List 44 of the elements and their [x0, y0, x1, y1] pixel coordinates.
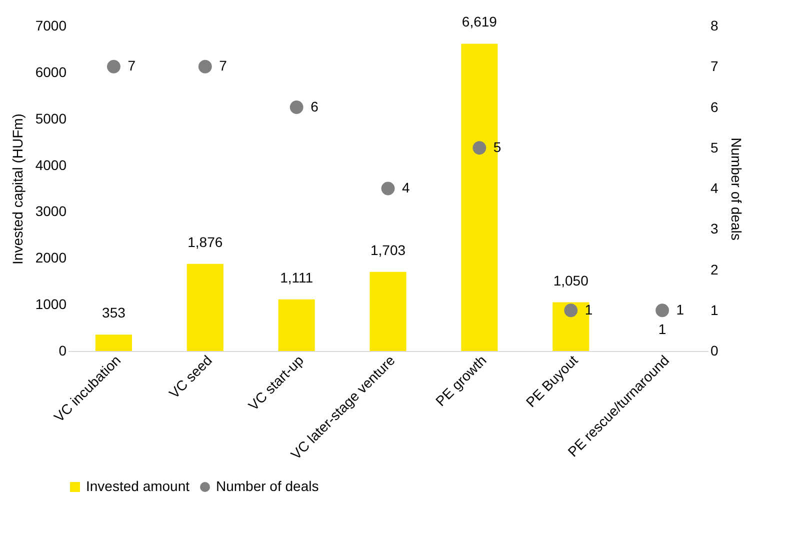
y-tick-label: 3000 [35, 203, 67, 220]
data-label: 1,703 [370, 242, 406, 258]
y2-tick-label: 5 [710, 139, 718, 156]
bar [370, 272, 406, 351]
y2-tick-label: 0 [710, 342, 718, 358]
point [381, 182, 395, 196]
y-tick-label: 6000 [35, 64, 67, 80]
y-tick-label: 0 [58, 342, 67, 358]
point [656, 304, 669, 318]
bar [95, 334, 132, 351]
y-tick-label: 5000 [35, 110, 67, 126]
y-tick-label: 1000 [35, 296, 67, 312]
y2-axis-title: Number of deals [728, 138, 744, 240]
data-label: 1,050 [553, 272, 589, 288]
bar [278, 299, 315, 351]
point [564, 304, 578, 318]
y-tick-label: 7000 [35, 18, 67, 34]
y2-tick-label: 3 [710, 220, 718, 237]
bar [186, 264, 224, 351]
y-axis-title: Invested capital (HUFm) [9, 114, 26, 264]
point [472, 141, 486, 155]
data-label: 1,876 [188, 234, 223, 250]
data-label: 1 [658, 320, 666, 337]
point [107, 60, 120, 74]
data-label: 353 [102, 304, 126, 321]
legend-label: Number of deals [216, 478, 319, 494]
y2-tick-label: 7 [710, 58, 718, 74]
y2-tick-label: 8 [710, 18, 718, 34]
y-tick-label: 2000 [35, 250, 67, 266]
y2-tick-label: 6 [710, 98, 718, 115]
y2-tick-label: 4 [710, 180, 718, 196]
legend-label: Invested amount [86, 478, 190, 494]
point [198, 60, 212, 74]
point [290, 100, 304, 114]
data-label: 7 [219, 58, 228, 74]
data-label: 4 [402, 180, 410, 196]
y-tick-label: 4000 [35, 156, 67, 173]
data-label: 1 [676, 301, 684, 318]
data-label: 6,619 [462, 14, 498, 30]
y2-tick-label: 1 [710, 302, 718, 318]
data-label: 1,111 [280, 269, 314, 286]
data-label: 6 [310, 98, 319, 114]
data-label: 7 [128, 58, 136, 74]
y2-tick-label: 2 [710, 261, 718, 278]
